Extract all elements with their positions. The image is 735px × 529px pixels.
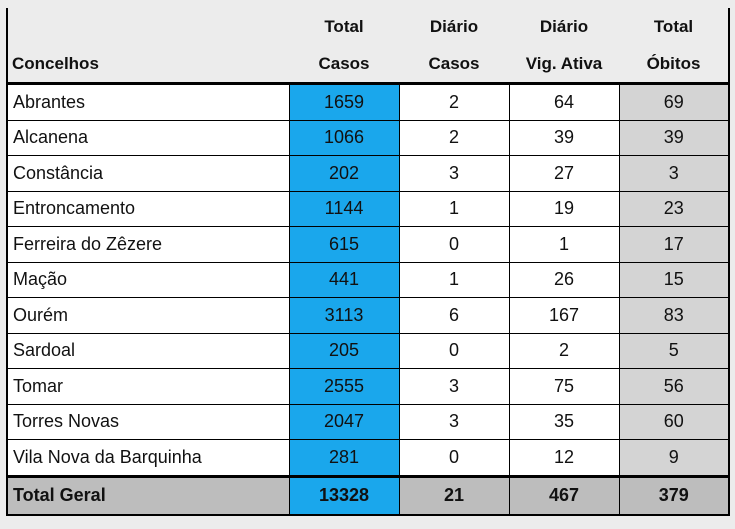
total-diario-vig: 467 [508,474,620,515]
cell-total-casos: 2555 [288,368,400,405]
cell-total-obitos: 83 [618,297,730,334]
concelhos-table: Total Diário Diário Total Concelhos Caso… [6,8,730,516]
cell-diario-vig: 26 [508,261,620,298]
cell-diario-vig: 64 [508,83,620,121]
header-total-casos: Casos [289,45,399,85]
header-concelhos: Concelhos [7,45,289,85]
table-row: Ourém 3113 6 167 83 [6,297,730,334]
table-body: Abrantes 1659 2 64 69 Alcanena 1066 2 39 39 Constâ… [6,83,730,515]
cell-total-obitos: 23 [618,190,730,227]
table-header: Total Diário Diário Total Concelhos Caso… [7,8,729,85]
table-row: Sardoal 205 0 2 5 [6,332,730,369]
cell-concelho: Mação [6,261,290,298]
cell-diario-vig: 75 [508,368,620,405]
cell-total-obitos: 3 [618,155,730,192]
cell-concelho: Ferreira do Zêzere [6,226,290,263]
cell-diario-casos: 3 [398,403,510,440]
cell-total-casos: 1066 [288,119,400,156]
cell-diario-vig: 12 [508,439,620,477]
cell-concelho: Vila Nova da Barquinha [6,439,290,477]
header-concelhos-top [7,8,289,45]
table-row: Constância 202 3 27 3 [6,155,730,192]
cell-diario-casos: 3 [398,155,510,192]
cell-total-casos: 205 [288,332,400,369]
cell-total-casos: 1144 [288,190,400,227]
table-row: Tomar 2555 3 75 56 [6,368,730,405]
total-total-obitos: 379 [618,474,730,515]
cell-total-obitos: 9 [618,439,730,477]
header-diario-vig-top: Diário [539,17,589,36]
cell-total-obitos: 17 [618,226,730,263]
header-diario-vig: Vig. Ativa [509,45,619,85]
cell-total-obitos: 60 [618,403,730,440]
cell-total-casos: 281 [288,439,400,477]
header-row-1: Total Diário Diário Total [7,8,729,45]
cell-diario-casos: 2 [398,119,510,156]
cell-concelho: Entroncamento [6,190,290,227]
cell-diario-vig: 39 [508,119,620,156]
cell-concelho: Ourém [6,297,290,334]
cell-diario-vig: 27 [508,155,620,192]
cell-diario-casos: 0 [398,226,510,263]
table-row: Entroncamento 1144 1 19 23 [6,190,730,227]
header-diario-casos-top: Diário [429,17,479,36]
table-row: Vila Nova da Barquinha 281 0 12 9 [6,439,730,477]
cell-total-casos: 615 [288,226,400,263]
cell-total-casos: 3113 [288,297,400,334]
cell-diario-vig: 2 [508,332,620,369]
cell-diario-vig: 1 [508,226,620,263]
table-row: Alcanena 1066 2 39 39 [6,119,730,156]
cell-concelho: Abrantes [6,83,290,121]
cell-concelho: Sardoal [6,332,290,369]
header-total-obitos: Óbitos [619,45,729,85]
cell-diario-casos: 1 [398,190,510,227]
cell-diario-casos: 3 [398,368,510,405]
cell-concelho: Alcanena [6,119,290,156]
cell-diario-casos: 0 [398,439,510,477]
cell-total-casos: 202 [288,155,400,192]
header-diario-casos: Casos [399,45,509,85]
cell-diario-vig: 19 [508,190,620,227]
cell-diario-vig: 167 [508,297,620,334]
cell-total-obitos: 39 [618,119,730,156]
table-row: Mação 441 1 26 15 [6,261,730,298]
cell-total-casos: 2047 [288,403,400,440]
cell-concelho: Constância [6,155,290,192]
cell-total-obitos: 15 [618,261,730,298]
cell-diario-vig: 35 [508,403,620,440]
cell-concelho: Tomar [6,368,290,405]
cell-total-casos: 1659 [288,83,400,121]
cell-diario-casos: 0 [398,332,510,369]
cell-diario-casos: 2 [398,83,510,121]
table-row: Torres Novas 2047 3 35 60 [6,403,730,440]
cell-concelho: Torres Novas [6,403,290,440]
total-total-casos: 13328 [288,474,400,515]
cell-total-obitos: 56 [618,368,730,405]
header-total-obitos-top: Total [653,17,694,36]
total-label: Total Geral [6,474,290,515]
table-row: Ferreira do Zêzere 615 0 1 17 [6,226,730,263]
total-row: Total Geral 13328 21 467 379 [6,474,730,515]
cell-diario-casos: 1 [398,261,510,298]
header-total-casos-top: Total [324,17,364,36]
total-diario-casos: 21 [398,474,510,515]
table-row: Abrantes 1659 2 64 69 [6,83,730,121]
cell-total-obitos: 5 [618,332,730,369]
cell-total-casos: 441 [288,261,400,298]
header-row-2: Concelhos Casos Casos Vig. Ativa Óbitos [7,45,729,85]
cell-diario-casos: 6 [398,297,510,334]
cell-total-obitos: 69 [618,83,730,121]
